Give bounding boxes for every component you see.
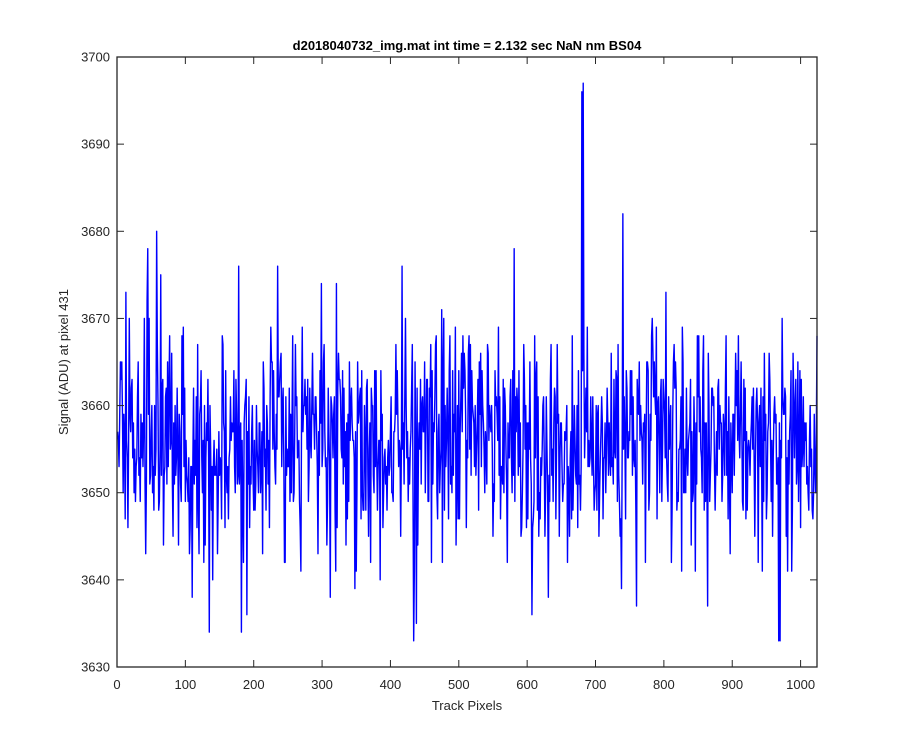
y-tick-label: 3650: [81, 485, 110, 500]
x-tick-label: 0: [113, 677, 120, 692]
series-line: [116, 82, 818, 642]
plot-frame: [116, 56, 818, 668]
y-tick-label: 3630: [81, 660, 110, 675]
y-tick-label: 3680: [81, 224, 110, 239]
plot-background: [117, 57, 817, 667]
x-tick-label: 100: [175, 677, 197, 692]
tick-layer: 0 100 200 300 400 500 600 700 800 900 1000 3630 3640…: [81, 50, 817, 692]
y-tick-label: 3670: [81, 311, 110, 326]
y-tick-label: 3660: [81, 398, 110, 413]
x-tick-label: 400: [380, 677, 402, 692]
chart-title: d2018040732_img.mat int time = 2.132 sec…: [293, 38, 642, 53]
x-tick-label: 900: [721, 677, 743, 692]
series-layer: [116, 82, 818, 642]
y-tick-label: 3690: [81, 137, 110, 152]
y-tick-label: 3700: [81, 50, 110, 65]
x-tick-label: 200: [243, 677, 265, 692]
x-tick-label: 800: [653, 677, 675, 692]
x-tick-label: 1000: [786, 677, 815, 692]
y-tick-label: 3640: [81, 572, 110, 587]
x-axis-title: Track Pixels: [432, 698, 503, 713]
x-tick-label: 500: [448, 677, 470, 692]
x-tick-label: 700: [585, 677, 607, 692]
x-tick-label: 600: [516, 677, 538, 692]
y-axis-title: Signal (ADU) at pixel 431: [56, 289, 71, 435]
x-tick-label: 300: [311, 677, 333, 692]
